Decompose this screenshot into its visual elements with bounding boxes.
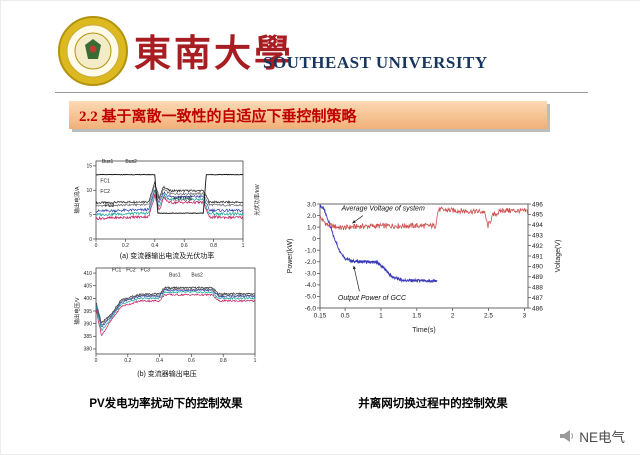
svg-text:487: 487: [532, 295, 543, 302]
svg-text:-2.0: -2.0: [305, 259, 317, 266]
svg-text:-5.0: -5.0: [305, 294, 317, 301]
svg-text:2.0: 2.0: [307, 213, 316, 220]
svg-text:0.8: 0.8: [210, 243, 217, 249]
svg-text:1: 1: [242, 243, 245, 249]
svg-text:FC1: FC1: [100, 178, 110, 184]
svg-text:488: 488: [532, 284, 543, 291]
svg-text:FC2: FC2: [126, 268, 136, 274]
svg-text:5: 5: [89, 212, 92, 218]
svg-text:Bus2: Bus2: [191, 273, 203, 279]
svg-text:光伏功率: 光伏功率: [172, 195, 192, 202]
chart-converter-output-voltage: 0 0.2 0.4 0.6 0.8 1 380 385 390 395 400 405 410 输出电压/…: [73, 268, 257, 364]
svg-text:0: 0: [95, 358, 98, 364]
svg-text:10: 10: [86, 188, 92, 194]
svg-text:0.6: 0.6: [181, 243, 188, 249]
svg-text:0.15: 0.15: [314, 313, 327, 320]
svg-text:FC2: FC2: [100, 189, 110, 195]
svg-text:390: 390: [84, 321, 93, 327]
svg-text:385: 385: [84, 334, 93, 340]
svg-text:Voltage(V): Voltage(V): [555, 240, 562, 273]
svg-text:Output Power of GCC: Output Power of GCC: [338, 295, 407, 302]
slide-title-text: 2.2 基于离散一致性的自适应下垂控制策略: [79, 108, 357, 125]
svg-text:Bus1: Bus1: [169, 273, 181, 279]
svg-text:2: 2: [451, 313, 455, 320]
svg-text:-1.0: -1.0: [305, 247, 317, 254]
slide-title-bar: 2.2 基于离散一致性的自适应下垂控制策略: [69, 101, 547, 129]
svg-text:FC3: FC3: [141, 268, 151, 274]
header-divider: [55, 92, 588, 93]
chart-grid-switch-control: 0.15 0.5 1 1.5 2 2.5 3 3.0 2.0 1.0 0 -1.0 -2.0 -3.0 -4…: [287, 201, 562, 334]
svg-text:486: 486: [532, 305, 543, 312]
watermark-label: NE电气: [579, 430, 625, 445]
svg-text:Bus2: Bus2: [125, 159, 137, 165]
svg-text:输出电流/A: 输出电流/A: [73, 186, 81, 214]
svg-text:Average Voltage of system: Average Voltage of system: [341, 205, 425, 212]
svg-text:380: 380: [84, 347, 93, 353]
svg-text:395: 395: [84, 309, 93, 315]
svg-text:光伏功率/kW: 光伏功率/kW: [253, 183, 261, 215]
svg-text:0.4: 0.4: [156, 358, 163, 364]
svg-text:FC3: FC3: [105, 203, 115, 209]
svg-text:0: 0: [95, 243, 98, 249]
svg-text:405: 405: [84, 283, 93, 289]
svg-text:3: 3: [523, 313, 527, 320]
svg-text:0.4: 0.4: [151, 243, 158, 249]
svg-text:492: 492: [532, 243, 543, 250]
svg-text:3.0: 3.0: [307, 201, 316, 208]
svg-text:0.2: 0.2: [124, 358, 131, 364]
svg-text:496: 496: [532, 201, 543, 208]
svg-text:15: 15: [86, 164, 92, 170]
svg-text:1.0: 1.0: [307, 224, 316, 231]
svg-text:0.6: 0.6: [188, 358, 195, 364]
emblem-dot: [89, 45, 97, 53]
svg-text:0.5: 0.5: [341, 313, 350, 320]
caption-chart-a: (a) 变流器输出电流及光伏功率: [119, 253, 215, 260]
svg-text:Time(s): Time(s): [412, 327, 435, 334]
svg-text:490: 490: [532, 264, 543, 271]
svg-text:0: 0: [312, 236, 316, 243]
watermark: NE电气: [559, 426, 625, 446]
svg-text:410: 410: [84, 271, 93, 277]
svg-text:-4.0: -4.0: [305, 282, 317, 289]
svg-text:400: 400: [84, 296, 93, 302]
university-name-en: SOUTHEAST UNIVERSITY: [263, 53, 488, 72]
svg-text:-3.0: -3.0: [305, 271, 317, 278]
caption-chart-b: (b) 变流器输出电压: [137, 371, 197, 378]
svg-text:1.5: 1.5: [412, 313, 421, 320]
svg-text:Bus1: Bus1: [102, 159, 114, 165]
university-name-cn: 東南大學: [134, 34, 294, 75]
svg-text:1: 1: [254, 358, 257, 364]
svg-text:489: 489: [532, 274, 543, 281]
svg-text:0.2: 0.2: [122, 243, 129, 249]
svg-text:FC1: FC1: [112, 268, 122, 274]
svg-text:494: 494: [532, 222, 543, 229]
svg-text:0: 0: [89, 237, 92, 243]
caption-left-figure: PV发电功率扰动下的控制效果: [89, 398, 243, 410]
seu-logo-emblem: [58, 16, 128, 86]
svg-text:-6.0: -6.0: [305, 305, 317, 312]
svg-text:Power(kW): Power(kW): [287, 239, 294, 274]
svg-text:493: 493: [532, 232, 543, 239]
svg-text:输出电压/V: 输出电压/V: [73, 297, 81, 325]
megaphone-icon: [560, 430, 574, 442]
svg-text:1: 1: [379, 313, 383, 320]
svg-text:491: 491: [532, 253, 543, 260]
svg-text:495: 495: [532, 212, 543, 219]
svg-text:0.8: 0.8: [220, 358, 227, 364]
svg-text:2.5: 2.5: [484, 313, 493, 320]
caption-right-figure: 并离网切换过程中的控制效果: [358, 398, 508, 410]
